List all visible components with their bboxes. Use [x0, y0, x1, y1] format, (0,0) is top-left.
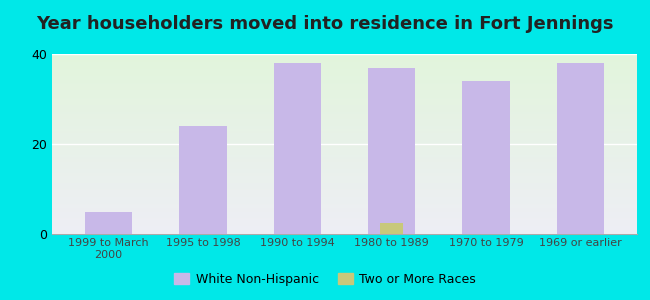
- Text: Year householders moved into residence in Fort Jennings: Year householders moved into residence i…: [36, 15, 614, 33]
- Bar: [85, 212, 132, 234]
- Bar: [462, 81, 510, 234]
- Legend: White Non-Hispanic, Two or More Races: White Non-Hispanic, Two or More Races: [170, 268, 480, 291]
- Bar: [274, 63, 321, 234]
- Bar: [557, 63, 604, 234]
- Bar: [380, 223, 404, 234]
- Bar: [368, 68, 415, 234]
- Bar: [179, 126, 227, 234]
